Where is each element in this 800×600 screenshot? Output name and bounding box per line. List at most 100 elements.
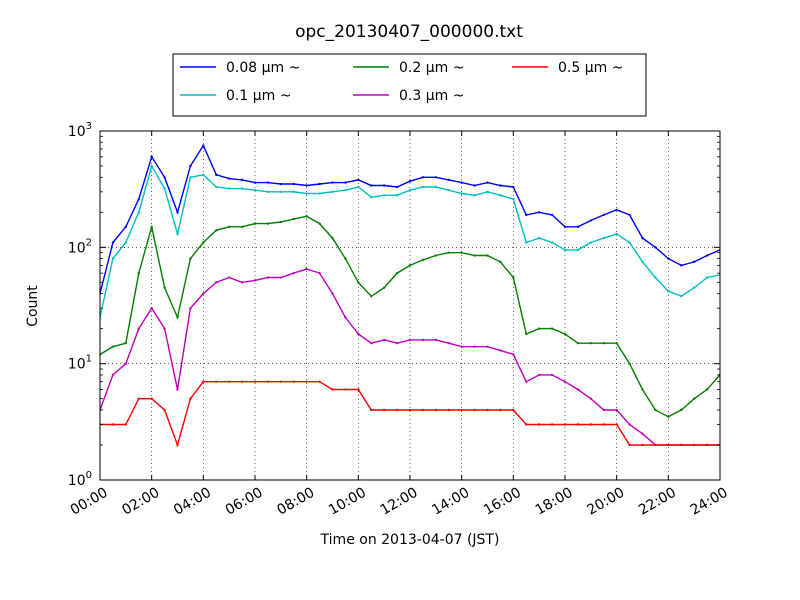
y-tick-label: 102 xyxy=(68,237,92,256)
data-point xyxy=(537,373,541,377)
data-point xyxy=(563,332,567,336)
data-point xyxy=(124,225,128,229)
data-point xyxy=(215,185,218,189)
data-point xyxy=(163,408,166,412)
data-point xyxy=(563,248,567,252)
data-point xyxy=(692,260,696,264)
data-point xyxy=(370,295,373,298)
data-point xyxy=(215,173,218,177)
data-point xyxy=(305,192,308,195)
data-point xyxy=(628,241,631,244)
data-point xyxy=(357,178,360,182)
data-point xyxy=(447,251,450,254)
data-point xyxy=(615,423,618,426)
data-point xyxy=(266,222,270,225)
data-point xyxy=(615,208,618,212)
data-point xyxy=(382,338,386,342)
data-point xyxy=(344,316,347,319)
data-point xyxy=(680,295,683,298)
data-point xyxy=(447,408,450,412)
data-point xyxy=(253,380,257,383)
data-point xyxy=(227,187,231,190)
data-point xyxy=(111,241,115,244)
data-point xyxy=(576,248,580,252)
data-point xyxy=(253,279,257,282)
data-point xyxy=(344,188,347,192)
data-point xyxy=(124,341,128,345)
data-point xyxy=(421,258,425,262)
data-point xyxy=(447,341,450,345)
data-point xyxy=(512,185,515,189)
data-point xyxy=(266,380,270,383)
data-point xyxy=(202,292,205,295)
data-point xyxy=(382,184,386,187)
data-point xyxy=(550,373,554,377)
data-point xyxy=(525,213,528,217)
legend-label: 0.5 μm ~ xyxy=(558,60,623,76)
data-point xyxy=(460,408,463,412)
data-point xyxy=(227,276,231,279)
data-point xyxy=(641,388,644,391)
data-point xyxy=(305,215,308,218)
data-point xyxy=(667,257,670,260)
data-point xyxy=(163,176,166,179)
data-point xyxy=(357,388,360,391)
data-point xyxy=(486,408,489,412)
y-tick-label: 103 xyxy=(68,121,92,140)
data-point xyxy=(150,155,153,159)
data-point xyxy=(486,190,489,194)
ticks xyxy=(99,130,721,481)
data-point xyxy=(628,362,631,365)
data-point xyxy=(499,260,502,264)
legend-label: 0.08 μm ~ xyxy=(226,60,300,76)
data-point xyxy=(240,380,244,383)
data-point xyxy=(421,338,425,342)
plot-area xyxy=(99,130,721,481)
data-point xyxy=(550,241,554,244)
data-point xyxy=(111,373,115,377)
data-point xyxy=(537,211,541,214)
data-point xyxy=(576,225,580,229)
data-point xyxy=(137,397,140,400)
data-point xyxy=(111,257,115,260)
data-point xyxy=(473,345,476,348)
data-point xyxy=(331,292,334,295)
data-point xyxy=(473,408,476,412)
data-point xyxy=(215,281,218,284)
data-point xyxy=(434,185,438,189)
data-point xyxy=(576,341,580,345)
y-tick-label: 100 xyxy=(68,470,92,489)
data-point xyxy=(615,232,618,236)
data-point xyxy=(576,423,580,426)
data-point xyxy=(240,281,244,284)
legend: 0.08 μm ~ 0.1 μm ~ 0.2 μm ~ 0.3 μm ~ 0.5 μm … xyxy=(172,53,647,117)
data-point xyxy=(512,408,515,412)
data-point xyxy=(344,257,347,260)
data-point xyxy=(370,341,373,345)
data-point xyxy=(408,264,412,267)
data-point xyxy=(692,443,696,447)
data-point xyxy=(357,185,360,189)
data-point xyxy=(408,408,412,412)
data-point xyxy=(111,345,115,348)
data-point xyxy=(628,443,631,447)
data-point xyxy=(357,281,360,284)
data-point xyxy=(615,341,618,345)
data-point xyxy=(137,211,140,214)
data-point xyxy=(331,181,334,184)
data-point xyxy=(215,229,218,232)
data-point xyxy=(537,423,541,426)
data-point xyxy=(163,327,166,330)
data-point xyxy=(176,232,179,236)
data-point xyxy=(395,185,399,189)
data-point xyxy=(176,211,179,214)
data-point xyxy=(615,408,618,412)
data-point xyxy=(602,408,605,412)
data-point xyxy=(499,184,502,187)
data-point xyxy=(512,353,515,356)
data-point xyxy=(460,181,463,184)
data-point xyxy=(641,260,644,264)
data-point xyxy=(279,276,283,279)
data-point xyxy=(576,388,580,391)
data-point xyxy=(318,271,321,275)
